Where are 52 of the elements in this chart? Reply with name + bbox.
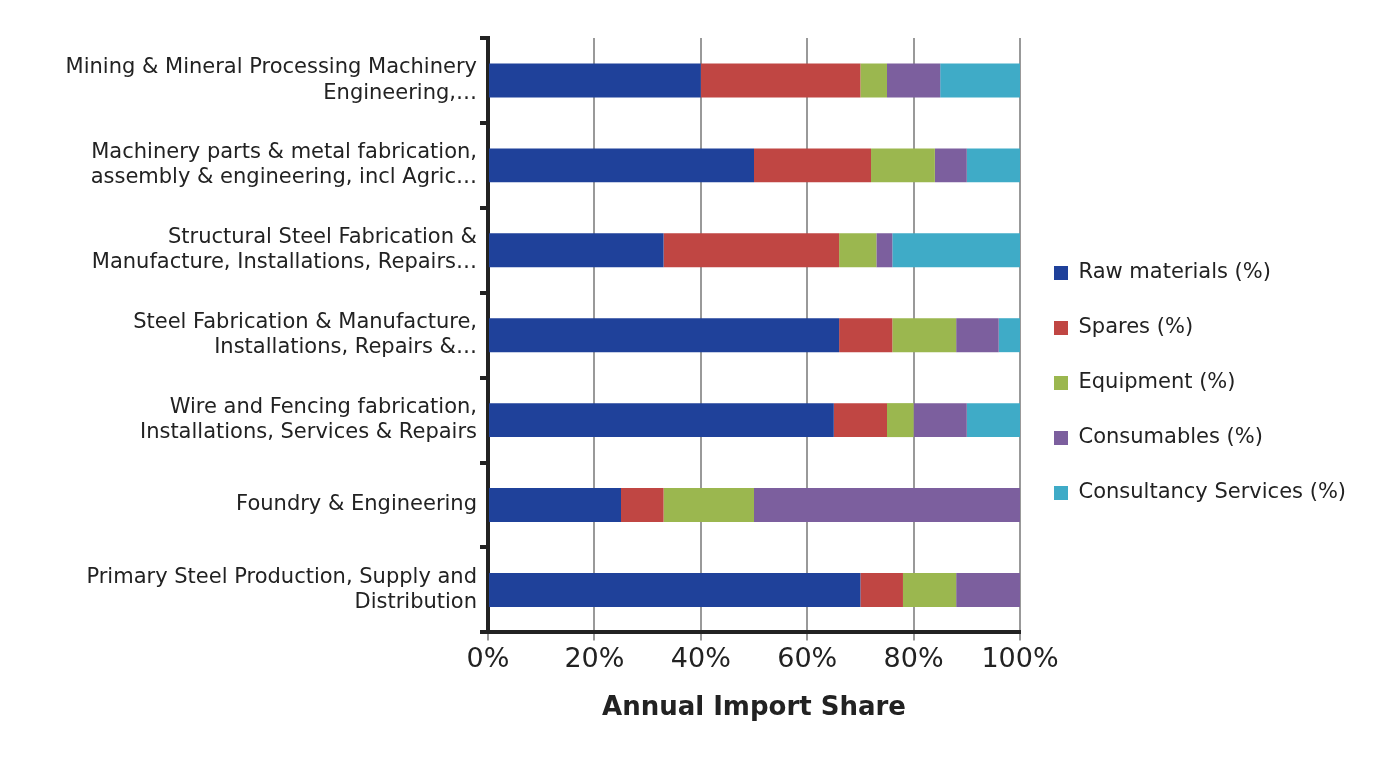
bar: [489, 572, 861, 607]
bar: [839, 233, 877, 268]
bar: [966, 403, 1020, 438]
bar: [700, 63, 861, 98]
bar: [940, 63, 1020, 98]
x-tick-label: 40%: [670, 641, 731, 673]
bar: [489, 403, 834, 438]
legend-label: Spares (%): [1078, 314, 1194, 339]
bar: [966, 148, 1020, 183]
bar: [860, 572, 903, 607]
y-tick-label: Mining & Mineral Processing Machinery Engineering,…: [65, 54, 477, 104]
bar: [754, 148, 872, 183]
bar: [489, 148, 754, 183]
bar: [876, 233, 893, 268]
bar: [489, 488, 621, 523]
bar: [663, 488, 754, 523]
x-tick-label: 20%: [564, 641, 625, 673]
legend-label: Raw materials (%): [1078, 259, 1271, 284]
legend-label: Consumables (%): [1078, 424, 1263, 449]
bar: [956, 572, 1020, 607]
bar: [892, 233, 1020, 268]
bar: [956, 318, 999, 353]
y-tick-label: Machinery parts & metal fabrication, assembly & engineering, incl Agric…: [90, 139, 477, 189]
bar: [871, 148, 935, 183]
x-tick-label: 80%: [883, 641, 944, 673]
bar: [887, 403, 914, 438]
x-axis-title: Annual Import Share: [602, 691, 906, 722]
bar: [934, 148, 967, 183]
bar: [892, 318, 957, 353]
bar: [913, 403, 967, 438]
x-tick-label: 100%: [981, 641, 1059, 673]
legend-label: Equipment (%): [1078, 369, 1236, 394]
y-tick-label: Structural Steel Fabrication & Manufacture, Installations, Repairs…: [91, 224, 477, 274]
bar: [902, 572, 957, 607]
x-tick-label: 60%: [777, 641, 838, 673]
bar: [663, 233, 840, 268]
y-tick-label: Wire and Fencing fabrication, Installations, Services & Repairs: [139, 393, 477, 444]
bar: [833, 403, 887, 438]
y-tick-label: Foundry & Engineering: [236, 491, 477, 516]
bar: [489, 233, 664, 268]
x-tick-label: 0%: [466, 641, 510, 673]
bar: [489, 63, 701, 98]
legend-label: Consultancy Services (%): [1078, 479, 1347, 504]
y-tick-label: Primary Steel Production, Supply and Distribution: [86, 563, 477, 613]
bar: [489, 318, 840, 353]
bar: [839, 318, 893, 353]
bar: [754, 488, 1020, 523]
bar: [998, 318, 1020, 353]
bar: [860, 63, 887, 98]
y-tick-label: Steel Fabrication & Manufacture, Installations, Repairs &…: [133, 309, 477, 359]
bar: [621, 488, 664, 523]
bar: [887, 63, 941, 98]
